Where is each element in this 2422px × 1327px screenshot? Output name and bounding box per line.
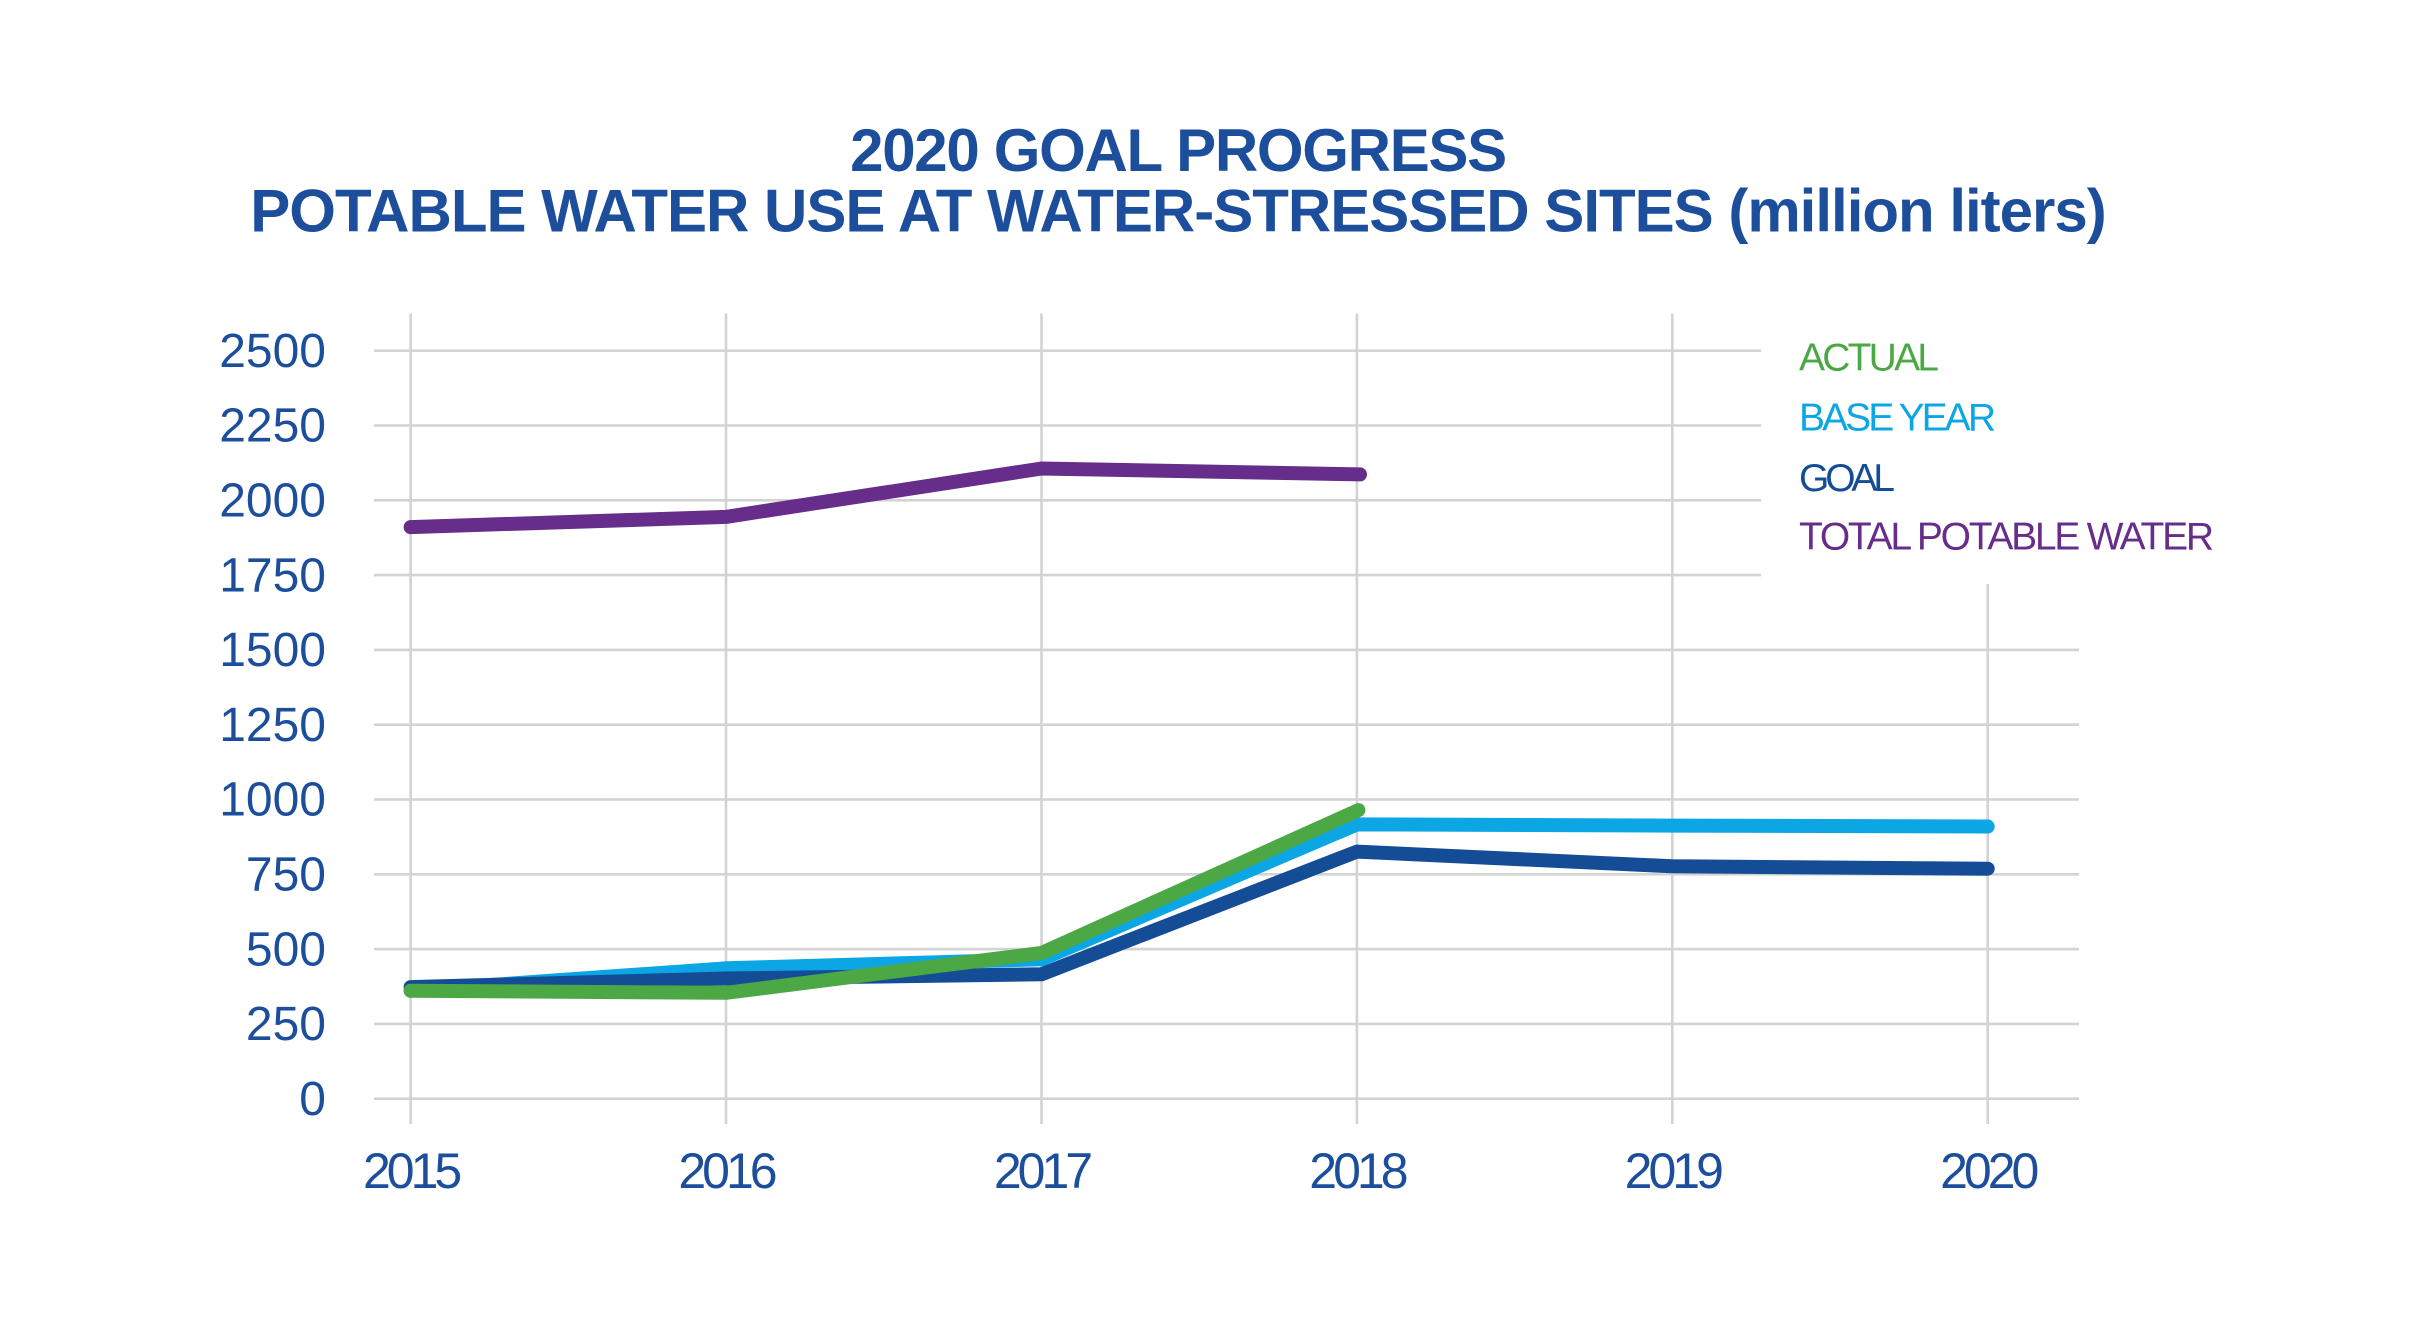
svg-text:500: 500: [246, 923, 326, 976]
svg-text:0: 0: [299, 1073, 326, 1126]
svg-text:2017: 2017: [994, 1143, 1091, 1199]
svg-text:ACTUAL: ACTUAL: [1799, 336, 1939, 379]
svg-text:750: 750: [246, 849, 326, 902]
svg-text:1750: 1750: [219, 549, 326, 602]
svg-text:2500: 2500: [219, 325, 326, 378]
svg-text:2020 GOAL PROGRESS: 2020 GOAL PROGRESS: [850, 117, 1506, 184]
svg-text:TOTAL POTABLE WATER: TOTAL POTABLE WATER: [1799, 515, 2214, 558]
svg-text:POTABLE WATER USE AT WATER-STR: POTABLE WATER USE AT WATER-STRESSED SITE…: [250, 178, 2105, 245]
svg-text:GOAL: GOAL: [1799, 457, 1895, 500]
svg-text:1500: 1500: [219, 624, 326, 677]
svg-text:2018: 2018: [1309, 1143, 1406, 1199]
svg-text:2015: 2015: [363, 1143, 460, 1199]
svg-text:2016: 2016: [678, 1143, 775, 1199]
svg-text:2000: 2000: [219, 475, 326, 528]
svg-text:250: 250: [246, 998, 326, 1051]
svg-text:2019: 2019: [1625, 1143, 1722, 1199]
svg-text:BASE YEAR: BASE YEAR: [1799, 396, 1996, 439]
svg-text:2020: 2020: [1940, 1143, 2037, 1199]
svg-text:2250: 2250: [219, 400, 326, 453]
svg-text:1250: 1250: [219, 699, 326, 752]
svg-text:1000: 1000: [219, 774, 326, 827]
